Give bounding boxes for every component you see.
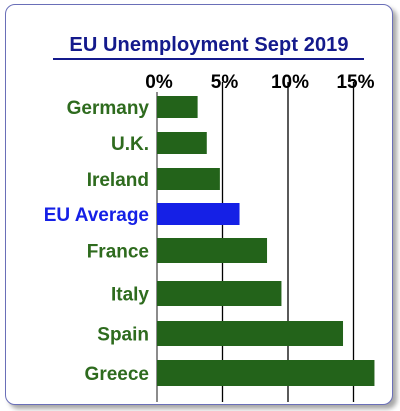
category-label: EU Average [44,205,149,226]
category-label: Spain [97,325,149,346]
bars [157,96,375,386]
x-tick-labels: 0% 5% 10% 15% [145,72,374,93]
category-label: Ireland [87,170,149,191]
category-label: Germany [67,98,150,119]
category-label: Italy [111,285,149,306]
bar-eu-average [157,203,240,225]
x-tick-label: 5% [211,72,239,93]
category-label: Greece [85,364,149,385]
bar-france [157,238,268,263]
bar-u-k [157,132,207,154]
x-tick-label: 10% [271,72,309,93]
category-label: U.K. [111,134,149,155]
category-labels: Germany U.K. Ireland EU Average France Italy S… [44,98,150,385]
bar-ireland [157,168,220,190]
bar-germany [157,96,198,118]
x-tick-label: 15% [336,72,374,93]
title-underline [53,58,364,60]
category-label: France [87,242,149,263]
bar-italy [157,281,282,306]
bar-greece [157,360,375,386]
x-tick-label: 0% [145,72,173,93]
chart-title: EU Unemployment Sept 2019 [69,34,349,56]
bar-spain [157,321,344,346]
